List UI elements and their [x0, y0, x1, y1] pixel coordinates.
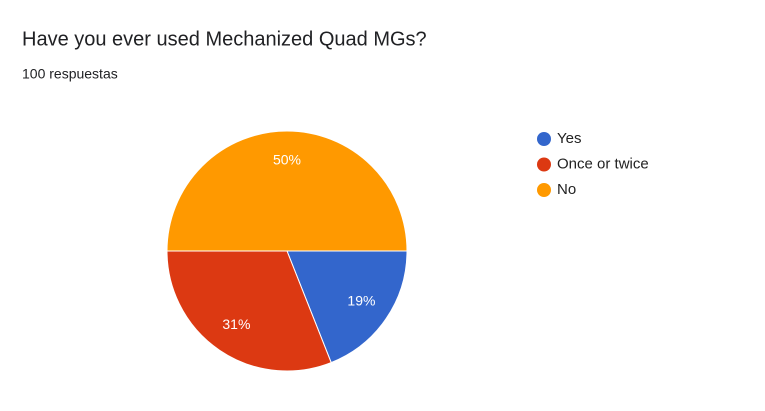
chart-subtitle: 100 respuestas — [22, 66, 118, 82]
legend-marker — [537, 157, 551, 172]
pie-slice — [286, 250, 408, 364]
slice-label: 50% — [273, 152, 301, 168]
pie-slice — [166, 250, 332, 372]
legend-label: Once or twice — [557, 155, 649, 172]
legend-label: Yes — [557, 130, 581, 147]
chart-title: Have you ever used Mechanized Quad MGs? — [22, 28, 427, 50]
legend-marker — [537, 183, 551, 197]
legend-label: No — [557, 181, 576, 198]
legend-marker — [537, 132, 551, 146]
pie-slice — [166, 130, 408, 252]
slice-label: 19% — [347, 292, 375, 308]
slice-label: 31% — [222, 316, 250, 332]
